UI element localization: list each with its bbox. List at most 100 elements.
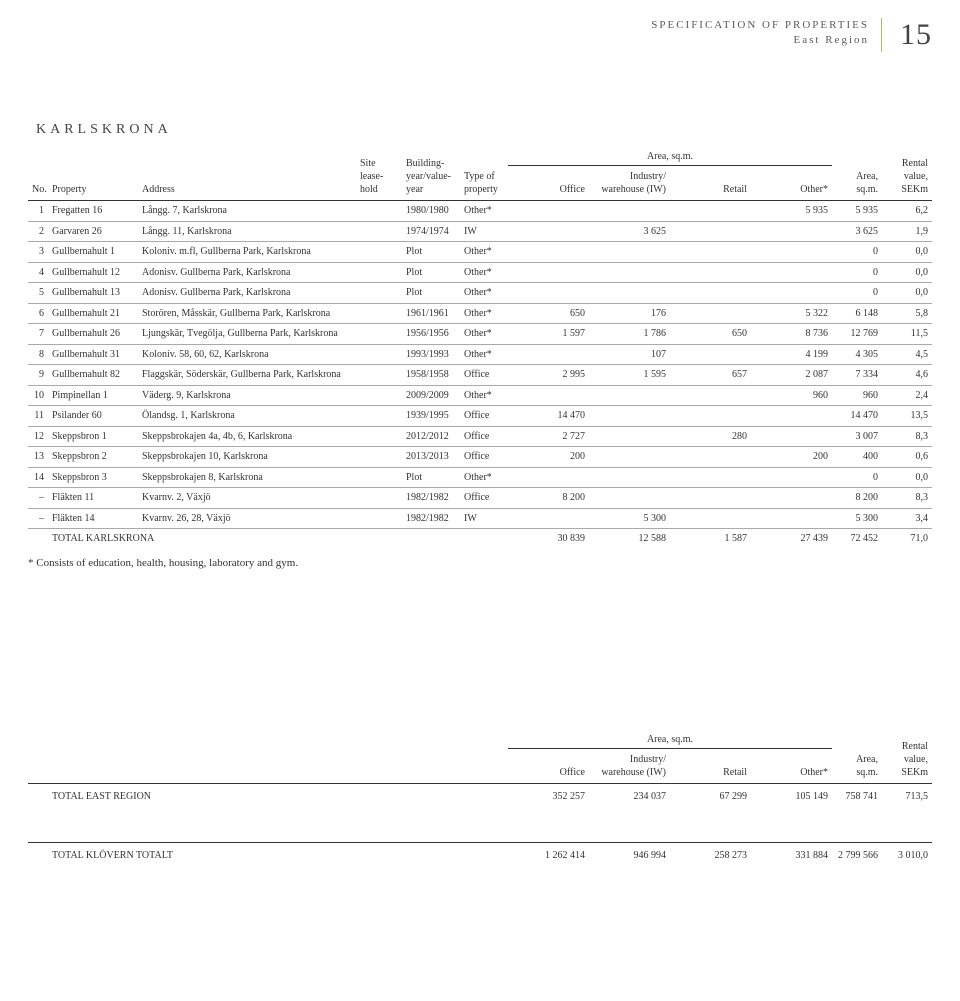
cell-site [356,488,402,509]
summary-totalt-other: 331 884 [751,842,832,865]
cell-rental: 6,2 [882,201,932,222]
cell-iw [589,283,670,304]
cell-type: Office [460,488,508,509]
table-row: 8Gullbernahult 31Koloniv. 58, 60, 62, Ka… [28,344,932,365]
cell-no: 9 [28,365,48,386]
cell-type: Office [460,426,508,447]
cell-rental: 3,4 [882,508,932,529]
cell-retail [670,344,751,365]
cell-site [356,201,402,222]
cell-prop: Skeppsbron 1 [48,426,138,447]
cell-addr: Långg. 7, Karlskrona [138,201,356,222]
cell-prop: Fregatten 16 [48,201,138,222]
cell-year: 1982/1982 [402,508,460,529]
cell-retail [670,303,751,324]
cell-site [356,262,402,283]
cell-office: 8 200 [508,488,589,509]
table-row: 9Gullbernahult 82Flaggskär, Söderskär, G… [28,365,932,386]
cell-site [356,426,402,447]
cell-addr: Koloniv. 58, 60, 62, Karlskrona [138,344,356,365]
cell-retail: 650 [670,324,751,345]
cell-prop: Psilander 60 [48,406,138,427]
total-retail: 1 587 [670,529,751,549]
cell-other [751,508,832,529]
cell-other [751,221,832,242]
cell-site [356,283,402,304]
summary-col-rental: Rental value, SEKm [882,729,932,784]
cell-area: 3 625 [832,221,882,242]
cell-year: 1958/1958 [402,365,460,386]
cell-no: 11 [28,406,48,427]
cell-office [508,385,589,406]
cell-no: 14 [28,467,48,488]
cell-type: Other* [460,324,508,345]
cell-other [751,262,832,283]
cell-retail [670,262,751,283]
cell-iw [589,488,670,509]
col-year: Building-year/value-year [402,146,460,201]
col-site: Site lease-hold [356,146,402,201]
cell-addr: Koloniv. m.fl, Gullberna Park, Karlskron… [138,242,356,263]
total-rental: 71,0 [882,529,932,549]
col-address: Address [138,146,356,201]
cell-addr: Storören, Måsskär, Gullberna Park, Karls… [138,303,356,324]
cell-office [508,283,589,304]
cell-retail: 657 [670,365,751,386]
cell-year: 2013/2013 [402,447,460,468]
cell-iw: 107 [589,344,670,365]
cell-other [751,426,832,447]
cell-iw: 176 [589,303,670,324]
cell-year: 2012/2012 [402,426,460,447]
total-other: 27 439 [751,529,832,549]
cell-rental: 0,0 [882,467,932,488]
cell-type: Other* [460,344,508,365]
cell-iw [589,262,670,283]
cell-site [356,303,402,324]
cell-iw: 1 595 [589,365,670,386]
cell-iw [589,385,670,406]
summary-east-label: TOTAL EAST REGION [48,783,508,806]
cell-type: Other* [460,303,508,324]
cell-other: 960 [751,385,832,406]
cell-area: 400 [832,447,882,468]
table-row: 1Fregatten 16Långg. 7, Karlskrona1980/19… [28,201,932,222]
table-row: 3Gullbernahult 1Koloniv. m.fl, Gullberna… [28,242,932,263]
cell-addr: Kvarnv. 26, 28, Växjö [138,508,356,529]
cell-no: – [28,488,48,509]
summary-east-row: TOTAL EAST REGION 352 257 234 037 67 299… [28,783,932,806]
cell-other: 2 087 [751,365,832,386]
summary-east-other: 105 149 [751,783,832,806]
summary-totalt-retail: 258 273 [670,842,751,865]
cell-prop: Gullbernahult 12 [48,262,138,283]
cell-iw [589,242,670,263]
header-title-line1: SPECIFICATION OF PROPERTIES [651,18,869,33]
cell-office [508,242,589,263]
cell-other: 5 322 [751,303,832,324]
cell-no: 13 [28,447,48,468]
cell-retail [670,242,751,263]
cell-other [751,488,832,509]
cell-retail [670,488,751,509]
total-area: 72 452 [832,529,882,549]
cell-office: 14 470 [508,406,589,427]
cell-type: Office [460,365,508,386]
summary-col-area: Area, sq.m. [832,729,882,784]
cell-site [356,406,402,427]
cell-no: 12 [28,426,48,447]
cell-office: 200 [508,447,589,468]
cell-site [356,508,402,529]
table-row: 11Psilander 60Ölandsg. 1, Karlskrona1939… [28,406,932,427]
cell-office: 1 597 [508,324,589,345]
cell-addr: Kvarnv. 2, Växjö [138,488,356,509]
total-office: 30 839 [508,529,589,549]
cell-retail [670,508,751,529]
summary-block: Area, sq.m. Area, sq.m. Rental value, SE… [0,729,960,866]
cell-prop: Gullbernahult 31 [48,344,138,365]
table-row: 5Gullbernahult 13Adonisv. Gullberna Park… [28,283,932,304]
cell-rental: 0,6 [882,447,932,468]
cell-rental: 1,9 [882,221,932,242]
cell-rental: 13,5 [882,406,932,427]
cell-office [508,221,589,242]
page-number: 15 [881,18,932,52]
cell-area: 0 [832,262,882,283]
